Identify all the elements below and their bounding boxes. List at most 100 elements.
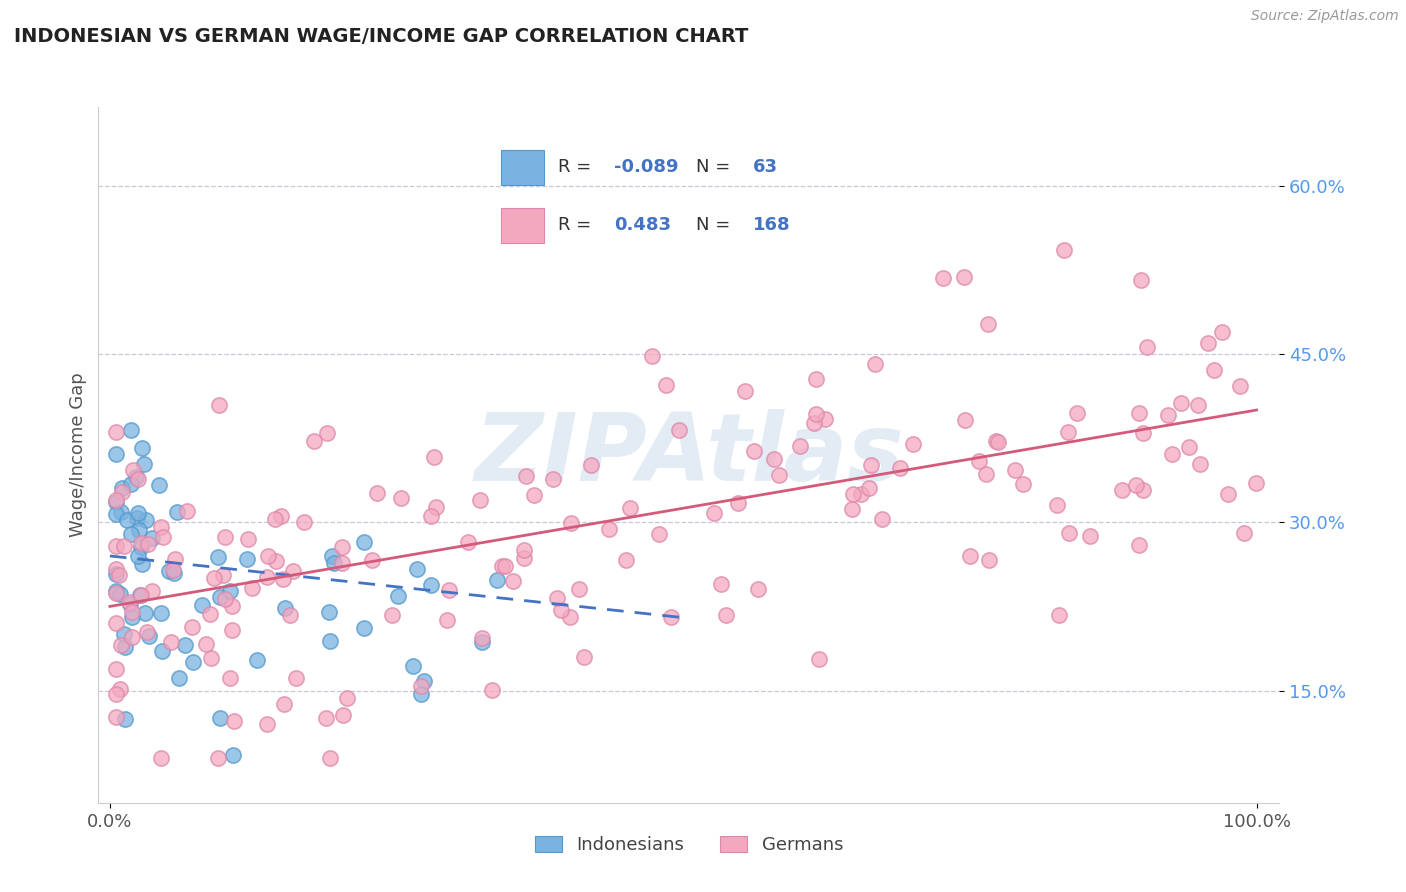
Point: [654, 377, 676, 392]
Point: [112, 539, 135, 553]
Point: [977, 553, 1000, 567]
Point: [1053, 243, 1076, 257]
Point: [128, 587, 150, 601]
Point: [104, 447, 127, 461]
Point: [502, 574, 524, 588]
Point: [212, 567, 235, 582]
Point: [716, 607, 738, 622]
Point: [319, 751, 342, 765]
Point: [381, 608, 404, 623]
Point: [125, 470, 148, 484]
Point: [104, 493, 127, 508]
Point: [419, 509, 441, 524]
Point: [727, 496, 749, 510]
Point: [104, 566, 127, 581]
Point: [127, 549, 149, 563]
Point: [221, 623, 243, 637]
Point: [932, 270, 955, 285]
Point: [149, 606, 172, 620]
Point: [486, 573, 509, 587]
Point: [136, 625, 159, 640]
Point: [131, 557, 153, 571]
Point: [1011, 477, 1033, 491]
Point: [1136, 340, 1159, 354]
Point: [219, 584, 242, 599]
Point: [330, 556, 353, 570]
Point: [104, 539, 127, 553]
Point: [318, 605, 340, 619]
Point: [366, 486, 388, 500]
Point: [763, 451, 786, 466]
Point: [111, 481, 134, 495]
Point: [807, 652, 830, 666]
Point: [471, 635, 494, 649]
Point: [437, 583, 460, 598]
Point: [257, 549, 280, 563]
Point: [353, 621, 375, 635]
Point: [953, 269, 976, 284]
Point: [668, 423, 690, 437]
Point: [148, 478, 170, 492]
Point: [183, 655, 205, 669]
Point: [238, 532, 260, 546]
Point: [118, 597, 141, 611]
Point: [121, 605, 143, 619]
Point: [270, 508, 292, 523]
Point: [218, 671, 240, 685]
Point: [361, 553, 384, 567]
Point: [160, 635, 183, 649]
Point: [1178, 440, 1201, 454]
Point: [127, 506, 149, 520]
Point: [332, 707, 354, 722]
Point: [224, 714, 246, 728]
Point: [274, 601, 297, 615]
Point: [104, 586, 127, 600]
Point: [302, 434, 325, 448]
Point: [150, 751, 173, 765]
Point: [471, 631, 494, 645]
Point: [1170, 396, 1192, 410]
Point: [202, 571, 225, 585]
Point: [264, 553, 287, 567]
Legend: Indonesians, Germans: Indonesians, Germans: [526, 827, 852, 863]
Point: [1111, 483, 1133, 497]
Point: [110, 587, 132, 601]
Point: [129, 536, 152, 550]
Point: [285, 671, 308, 685]
Point: [436, 613, 458, 627]
Point: [1189, 457, 1212, 471]
Point: [181, 620, 204, 634]
Point: [256, 570, 278, 584]
Point: [1157, 408, 1180, 422]
Point: [543, 472, 565, 486]
Point: [128, 523, 150, 537]
Point: [420, 577, 443, 591]
Point: [659, 609, 682, 624]
Point: [1244, 475, 1267, 490]
Point: [110, 638, 132, 652]
Point: [806, 407, 828, 421]
Point: [121, 463, 143, 477]
Point: [402, 659, 425, 673]
Point: [208, 591, 231, 605]
Point: [141, 531, 163, 545]
Point: [804, 372, 827, 386]
Point: [841, 502, 863, 516]
Point: [131, 441, 153, 455]
Point: [336, 691, 359, 706]
Point: [1216, 487, 1239, 501]
Point: [162, 563, 184, 577]
Point: [1197, 336, 1219, 351]
Point: [273, 697, 295, 711]
Point: [207, 751, 229, 765]
Point: [1128, 406, 1150, 420]
Point: [955, 413, 977, 427]
Point: [1132, 483, 1154, 497]
Point: [977, 317, 1000, 331]
Point: [710, 577, 733, 591]
Point: [1125, 478, 1147, 492]
Point: [104, 425, 127, 439]
Point: [872, 512, 894, 526]
Point: [491, 559, 513, 574]
Point: [315, 711, 337, 725]
